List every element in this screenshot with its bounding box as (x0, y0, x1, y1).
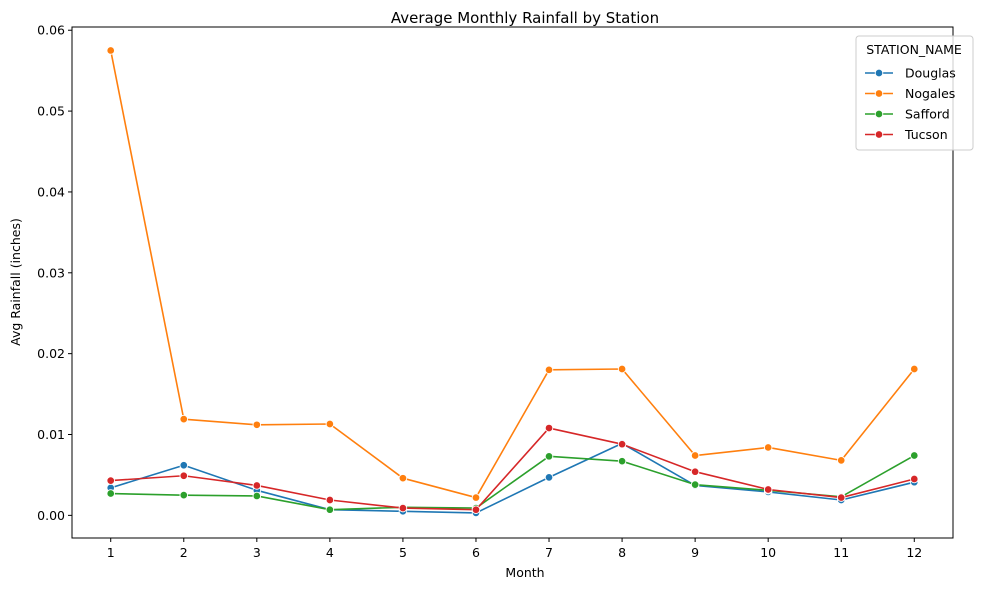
y-tick-label: 0.06 (37, 23, 65, 38)
x-tick-label: 4 (326, 545, 334, 560)
y-tick-label: 0.02 (37, 346, 65, 361)
chart-title: Average Monthly Rainfall by Station (391, 9, 659, 27)
plot-frame (71, 26, 954, 539)
data-point-tucson (252, 481, 262, 490)
x-axis: 1 2 3 4 5 6 7 8 9 10 11 12 (107, 538, 922, 560)
data-point-nogales (325, 419, 335, 429)
y-tick-label: 0.04 (37, 184, 65, 199)
data-point-nogales (910, 364, 919, 374)
data-point-safford (544, 452, 554, 461)
data-point-tucson (325, 495, 335, 505)
data-point-nogales (836, 456, 846, 465)
legend-label: Tucson (904, 127, 948, 142)
data-point-nogales (179, 414, 189, 424)
series-line-nogales (109, 50, 915, 499)
series-layer (106, 46, 919, 518)
data-point-nogales (763, 443, 773, 452)
data-point-nogales (106, 46, 115, 55)
data-point-tucson (763, 485, 773, 494)
x-tick-label: 7 (545, 545, 553, 560)
y-tick-label: 0.00 (37, 508, 65, 523)
data-point-douglas (544, 473, 554, 482)
legend-swatch-marker (874, 89, 884, 98)
legend-items: Douglas Nogales Safford Tucson (865, 66, 956, 142)
series-line-tucson (110, 427, 915, 511)
data-point-safford (179, 490, 189, 500)
data-point-tucson (836, 493, 846, 502)
y-tick-label: 0.03 (37, 265, 65, 280)
y-tick-label: 0.01 (37, 427, 65, 442)
data-point-nogales (617, 364, 627, 374)
x-tick-label: 11 (833, 545, 849, 560)
data-point-safford (106, 489, 115, 498)
legend: STATION_NAME Douglas Nogales Safford Tucson (855, 35, 974, 151)
y-axis-title: Avg Rainfall (inches) (8, 218, 23, 346)
data-point-tucson (106, 476, 115, 485)
legend-item-tucson: Tucson (865, 127, 948, 142)
data-point-tucson (910, 474, 919, 484)
legend-title: STATION_NAME (866, 42, 962, 57)
x-tick-label: 2 (180, 545, 188, 560)
data-point-tucson (398, 503, 408, 513)
legend-label: Nogales (905, 86, 955, 101)
series-line-douglas (110, 442, 915, 514)
data-point-nogales (398, 473, 408, 483)
legend-item-douglas: Douglas (865, 66, 956, 81)
data-point-tucson (617, 439, 627, 449)
data-point-douglas (179, 460, 189, 470)
legend-label: Safford (905, 107, 950, 122)
legend-swatch-marker (874, 130, 884, 139)
data-point-safford (617, 456, 627, 466)
x-tick-label: 6 (472, 545, 480, 560)
data-point-nogales (544, 365, 554, 375)
x-tick-label: 5 (399, 545, 407, 560)
data-point-safford (252, 491, 262, 501)
series-nogales (106, 46, 919, 502)
legend-swatch-marker (874, 68, 884, 78)
x-axis-title: Month (505, 565, 544, 580)
data-point-tucson (471, 505, 481, 514)
data-point-safford (690, 480, 700, 489)
data-point-safford (325, 505, 335, 514)
x-tick-label: 8 (618, 545, 626, 560)
data-point-tucson (544, 423, 554, 433)
legend-label: Douglas (905, 66, 956, 81)
data-point-safford (910, 451, 919, 460)
data-point-nogales (690, 451, 700, 460)
x-tick-label: 9 (691, 545, 699, 560)
x-tick-label: 3 (253, 545, 261, 560)
x-tick-label: 10 (760, 545, 776, 560)
data-point-nogales (471, 493, 481, 502)
legend-box (855, 35, 974, 151)
legend-item-nogales: Nogales (865, 86, 955, 101)
data-point-nogales (252, 420, 262, 430)
data-point-tucson (690, 467, 700, 476)
series-tucson (106, 423, 919, 514)
x-tick-label: 12 (906, 545, 922, 560)
y-tick-label: 0.05 (37, 104, 65, 119)
legend-swatch-marker (874, 109, 884, 119)
data-point-tucson (179, 471, 189, 480)
plot-area: 0.000.010.020.030.040.050.06 1 2 3 4 5 6 7 8 9 10… (37, 23, 954, 560)
y-axis: 0.00 0.01 0.02 0.03 0.04 0.05 0.06 (37, 23, 72, 523)
legend-item-safford: Safford (865, 107, 950, 122)
x-tick-label: 1 (107, 545, 115, 560)
